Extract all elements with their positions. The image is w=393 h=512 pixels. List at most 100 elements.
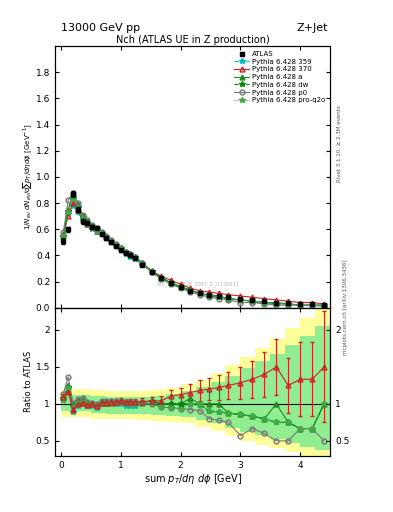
Pythia 6.428 dw <box>286 301 290 307</box>
Pythia 6.428 359 <box>274 301 279 307</box>
Pythia 6.428 a <box>61 233 66 239</box>
Pythia 6.428 p0 <box>238 300 243 306</box>
Pythia 6.428 p0 <box>90 222 94 228</box>
Pythia 6.428 a <box>286 301 290 307</box>
Pythia 6.428 370 <box>274 297 279 303</box>
Pythia 6.428 pro-q2o <box>262 300 267 306</box>
Pythia 6.428 dw <box>61 233 66 239</box>
Pythia 6.428 pro-q2o <box>71 196 75 202</box>
Pythia 6.428 359 <box>207 293 212 299</box>
Pythia 6.428 pro-q2o <box>207 293 212 299</box>
Pythia 6.428 pro-q2o <box>226 295 231 302</box>
Pythia 6.428 pro-q2o <box>140 262 145 268</box>
Pythia 6.428 a <box>75 201 80 207</box>
Pythia 6.428 pro-q2o <box>123 250 128 256</box>
Pythia 6.428 370 <box>61 231 66 238</box>
Pythia 6.428 a <box>104 233 109 239</box>
Pythia 6.428 pro-q2o <box>114 243 118 249</box>
Pythia 6.428 a <box>197 290 202 296</box>
Pythia 6.428 370 <box>178 281 183 287</box>
Pythia 6.428 a <box>262 300 267 306</box>
Line: Pythia 6.428 dw: Pythia 6.428 dw <box>61 194 327 308</box>
Pythia 6.428 370 <box>322 301 327 307</box>
Pythia 6.428 pro-q2o <box>169 281 173 287</box>
Pythia 6.428 dw <box>123 248 128 254</box>
Pythia 6.428 370 <box>75 206 80 212</box>
Pythia 6.428 370 <box>140 260 145 266</box>
Pythia 6.428 370 <box>250 294 255 301</box>
Pythia 6.428 p0 <box>310 302 314 308</box>
Pythia 6.428 p0 <box>133 253 138 260</box>
Pythia 6.428 pro-q2o <box>310 302 314 308</box>
Pythia 6.428 359 <box>322 302 327 308</box>
Pythia 6.428 370 <box>71 200 75 206</box>
Pythia 6.428 a <box>71 191 75 197</box>
Pythia 6.428 359 <box>217 294 221 301</box>
Pythia 6.428 pro-q2o <box>238 297 243 303</box>
Pythia 6.428 359 <box>169 280 173 286</box>
Pythia 6.428 359 <box>99 231 104 238</box>
Pythia 6.428 359 <box>286 301 290 307</box>
Line: Pythia 6.428 a: Pythia 6.428 a <box>61 191 327 308</box>
Pythia 6.428 p0 <box>197 292 202 298</box>
Pythia 6.428 pro-q2o <box>99 231 104 238</box>
Pythia 6.428 a <box>85 217 90 223</box>
Pythia 6.428 pro-q2o <box>133 255 138 261</box>
Pythia 6.428 dw <box>109 238 114 244</box>
Pythia 6.428 dw <box>310 302 314 308</box>
Line: Pythia 6.428 pro-q2o: Pythia 6.428 pro-q2o <box>61 197 327 308</box>
Pythia 6.428 370 <box>197 288 202 294</box>
Pythia 6.428 370 <box>95 227 99 233</box>
Pythia 6.428 359 <box>90 226 94 232</box>
Pythia 6.428 dw <box>250 298 255 304</box>
Pythia 6.428 pro-q2o <box>80 216 85 222</box>
Pythia 6.428 pro-q2o <box>109 239 114 245</box>
Pythia 6.428 a <box>95 225 99 231</box>
Pythia 6.428 a <box>322 302 327 308</box>
Line: Pythia 6.428 370: Pythia 6.428 370 <box>61 201 327 306</box>
Pythia 6.428 p0 <box>159 276 164 282</box>
Pythia 6.428 a <box>80 213 85 219</box>
Pythia 6.428 a <box>226 295 231 302</box>
Pythia 6.428 370 <box>128 251 133 257</box>
Pythia 6.428 dw <box>262 300 267 306</box>
Pythia 6.428 p0 <box>85 217 90 223</box>
Pythia 6.428 p0 <box>66 198 70 204</box>
Pythia 6.428 359 <box>150 269 154 275</box>
Pythia 6.428 359 <box>118 247 123 253</box>
Pythia 6.428 pro-q2o <box>104 236 109 242</box>
Pythia 6.428 p0 <box>114 241 118 247</box>
Pythia 6.428 p0 <box>128 251 133 257</box>
Pythia 6.428 370 <box>159 273 164 280</box>
Pythia 6.428 pro-q2o <box>197 290 202 296</box>
Pythia 6.428 a <box>169 280 173 286</box>
Pythia 6.428 359 <box>310 302 314 308</box>
Pythia 6.428 370 <box>66 213 70 219</box>
Pythia 6.428 359 <box>226 295 231 302</box>
Pythia 6.428 p0 <box>71 189 75 196</box>
Pythia 6.428 370 <box>262 295 267 302</box>
Pythia 6.428 pro-q2o <box>188 288 193 294</box>
Pythia 6.428 dw <box>298 302 303 308</box>
Pythia 6.428 pro-q2o <box>178 285 183 291</box>
Pythia 6.428 359 <box>262 300 267 306</box>
Pythia 6.428 370 <box>90 224 94 230</box>
Pythia 6.428 a <box>150 268 154 274</box>
Pythia 6.428 dw <box>75 204 80 210</box>
Pythia 6.428 370 <box>80 217 85 223</box>
Pythia 6.428 p0 <box>188 289 193 295</box>
Pythia 6.428 359 <box>178 284 183 290</box>
Pythia 6.428 359 <box>66 210 70 217</box>
Pythia 6.428 dw <box>150 268 154 274</box>
Pythia 6.428 a <box>140 260 145 266</box>
Pythia 6.428 370 <box>217 290 221 296</box>
Text: Rivet 3.1.10, ≥ 2.3M events: Rivet 3.1.10, ≥ 2.3M events <box>336 105 341 182</box>
Line: Pythia 6.428 359: Pythia 6.428 359 <box>61 203 327 308</box>
Pythia 6.428 pro-q2o <box>322 302 327 308</box>
Pythia 6.428 p0 <box>109 237 114 243</box>
Pythia 6.428 pro-q2o <box>217 294 221 301</box>
Pythia 6.428 p0 <box>250 300 255 306</box>
Y-axis label: Ratio to ATLAS: Ratio to ATLAS <box>24 351 33 412</box>
Pythia 6.428 dw <box>90 224 94 230</box>
Pythia 6.428 p0 <box>99 229 104 235</box>
